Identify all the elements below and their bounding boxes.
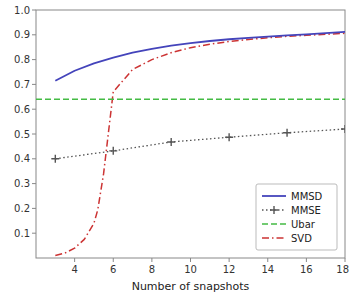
series-marker (109, 147, 117, 155)
x-tick-label: 12 (223, 264, 236, 275)
y-tick (32, 10, 36, 11)
series-line (55, 32, 345, 81)
x-tick-label: 16 (300, 264, 313, 275)
x-tick-label: 4 (71, 264, 77, 275)
legend-swatch (262, 223, 286, 225)
x-tick (113, 258, 114, 262)
x-tick-label: 10 (184, 264, 197, 275)
x-tick (229, 258, 230, 262)
y-tick (32, 233, 36, 234)
y-tick-label: 0.6 (14, 104, 30, 115)
legend-label: SVD (291, 233, 312, 244)
y-tick (32, 34, 36, 35)
series-line (36, 99, 345, 101)
x-axis-label: Number of snapshots (132, 280, 250, 293)
legend-swatch (262, 237, 286, 239)
y-tick (32, 208, 36, 209)
y-tick-label: 0.9 (14, 29, 30, 40)
series-marker (225, 133, 233, 141)
y-tick-label: 0.3 (14, 178, 30, 189)
y-tick (32, 183, 36, 184)
y-tick-label: 0.2 (14, 203, 30, 214)
x-tick (151, 258, 152, 262)
legend-label: Ubar (291, 219, 316, 230)
y-tick (32, 109, 36, 110)
legend: MMSD MMSE Ubar SVD (256, 184, 337, 250)
y-tick (32, 59, 36, 60)
chart: 0.1 0.2 0.3 0.4 0.5 0.6 0.7 0.8 0.9 1.0 4 6 8 10 12 14 1… (0, 0, 355, 296)
series-marker (167, 138, 175, 146)
x-tick-label: 8 (149, 264, 155, 275)
y-tick (32, 134, 36, 135)
x-tick (306, 258, 307, 262)
y-tick (32, 158, 36, 159)
x-tick-label: 14 (261, 264, 274, 275)
y-tick-label: 1.0 (14, 5, 30, 16)
legend-box (256, 184, 337, 250)
y-tick-label: 0.1 (14, 228, 30, 239)
y-tick-label: 0.8 (14, 54, 30, 65)
plot-area (36, 32, 345, 256)
series-marker (283, 129, 291, 137)
series-line (55, 33, 345, 255)
x-tick-label: 18 (336, 264, 349, 275)
x-tick (190, 258, 191, 262)
x-tick (267, 258, 268, 262)
x-tick (74, 258, 75, 262)
series-line (55, 129, 345, 159)
y-tick-label: 0.4 (14, 153, 30, 164)
legend-swatch (262, 195, 286, 197)
series-marker (341, 125, 345, 133)
y-tick-label: 0.7 (14, 79, 30, 90)
legend-label: MMSD (291, 191, 323, 202)
legend-marker (270, 206, 278, 214)
legend-label: MMSE (291, 205, 321, 216)
x-tick (345, 258, 346, 262)
y-tick-label: 0.5 (14, 129, 30, 140)
y-tick (32, 84, 36, 85)
plot-frame (36, 10, 345, 258)
x-tick-label: 6 (110, 264, 116, 275)
series-marker (51, 155, 59, 163)
